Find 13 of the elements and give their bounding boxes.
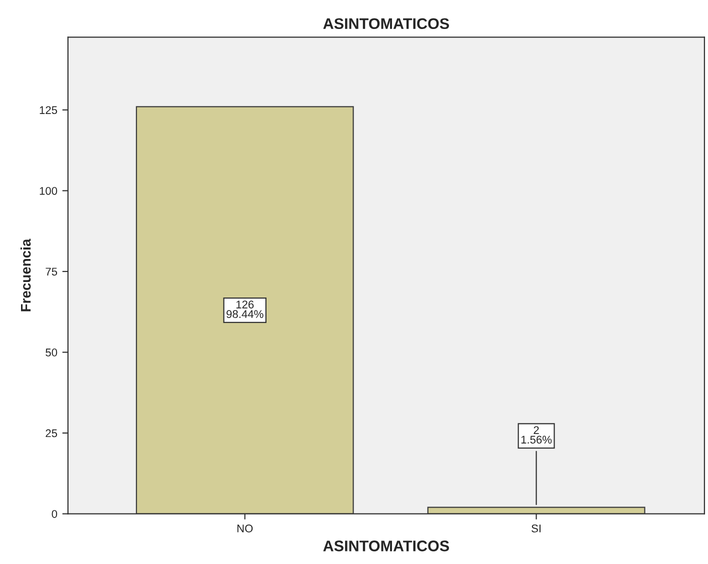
x-tick-label: SI — [532, 524, 541, 532]
x-tick-label: NO — [237, 524, 253, 532]
data-label: 126 98.44% — [226, 300, 264, 318]
y-tick-label: 100 — [40, 186, 58, 195]
y-tick-label: 25 — [46, 429, 58, 438]
x-axis-title: ASINTOMATICOS — [323, 540, 449, 552]
y-tick-label: 125 — [40, 106, 58, 114]
chart-title: ASINTOMATICOS — [323, 18, 449, 30]
y-tick-label: 75 — [46, 268, 58, 276]
y-tick-label: 50 — [46, 348, 58, 356]
data-label: 2 1.56% — [521, 426, 552, 444]
y-tick-label: 0 — [52, 510, 58, 518]
y-axis-title: Frecuencia — [20, 238, 31, 312]
